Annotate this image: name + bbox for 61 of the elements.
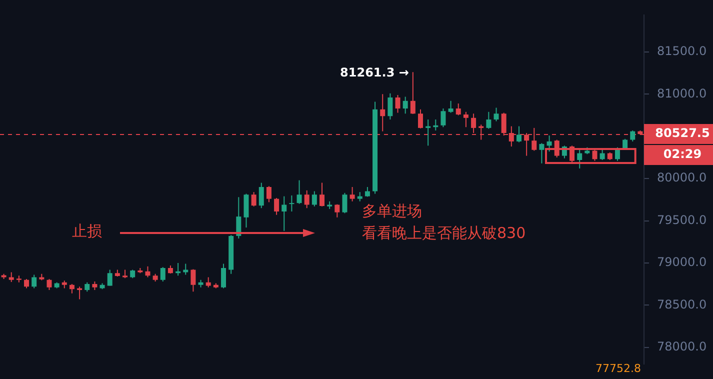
candlestick: [342, 192, 348, 214]
candlestick: [258, 182, 264, 209]
candlestick: [69, 284, 74, 294]
candlestick: [357, 192, 362, 202]
candlestick: [312, 190, 317, 207]
candlestick: [282, 196, 287, 232]
candlestick: [160, 266, 166, 282]
candlestick: [145, 266, 150, 278]
annotation: 81261.3 →: [340, 65, 409, 80]
y-tick-label: 78500.0: [657, 297, 707, 312]
candlestick: [24, 278, 30, 289]
y-tick-label: 79500.0: [657, 212, 707, 227]
candlestick: [539, 142, 544, 164]
candlestick: [251, 192, 256, 207]
candlestick: [463, 111, 468, 128]
candlestick: [418, 108, 423, 129]
candlestick: [546, 135, 552, 152]
candlestick: [183, 263, 188, 276]
candlestick: [456, 102, 461, 116]
candlestick: [388, 92, 393, 120]
ref-line-label: 80527.5: [655, 126, 710, 140]
annotation: 77752.8: [596, 362, 641, 375]
candlestick: [350, 186, 355, 202]
candlestick: [402, 96, 408, 114]
candlestick: [190, 268, 196, 292]
candlestick: [32, 274, 37, 289]
candlestick: [630, 130, 636, 142]
candlestick: [494, 107, 499, 122]
candlestick: [274, 197, 280, 216]
y-tick-label: 79000.0: [657, 255, 707, 270]
candlestick: [600, 149, 605, 161]
candlestick: [448, 100, 454, 114]
y-tick-label: 78000.0: [657, 339, 707, 354]
candlestick: [107, 269, 112, 286]
candlestick: [8, 272, 14, 282]
candlestick: [296, 180, 302, 204]
annotation: 看看晚上是否能从破830: [362, 224, 526, 242]
candlestick: [236, 196, 242, 239]
candlestick: [395, 94, 400, 114]
y-tick-label: 81500.0: [657, 44, 707, 58]
candlestick: [46, 278, 52, 290]
candlestick: [304, 190, 310, 209]
candlestick: [440, 108, 446, 128]
candlestick: [320, 182, 324, 207]
y-tick-label: 81000.0: [657, 86, 707, 100]
candlestick: [266, 186, 272, 203]
candlestick: [592, 149, 598, 162]
candlestick: [244, 193, 249, 228]
candlestick: [221, 263, 226, 289]
candlestick: [410, 72, 416, 115]
candlestick: [289, 194, 294, 212]
annotation: 多单进场: [362, 202, 422, 220]
candlestick: [84, 282, 90, 292]
candlestick: [380, 94, 386, 132]
candlestick: [516, 126, 522, 143]
candlestick: [486, 111, 492, 130]
annotation: 止损: [72, 222, 102, 240]
candlestick: [577, 149, 582, 169]
y-tick-label: 80000.0: [657, 170, 707, 185]
candlestick: [334, 204, 340, 218]
text: 02:29: [663, 147, 702, 162]
